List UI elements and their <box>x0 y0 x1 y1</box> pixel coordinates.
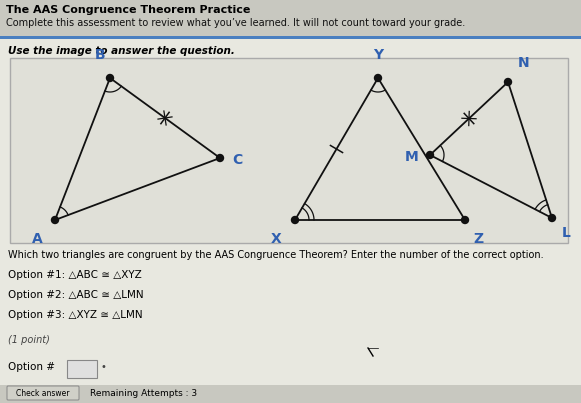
Bar <box>0 385 581 403</box>
Text: Which two triangles are congruent by the AAS Congruence Theorem? Enter the numbe: Which two triangles are congruent by the… <box>8 250 544 260</box>
Circle shape <box>292 216 299 224</box>
Circle shape <box>375 75 382 81</box>
Bar <box>0 36 581 39</box>
Text: M: M <box>404 150 418 164</box>
Text: A: A <box>33 232 43 246</box>
Bar <box>0 0 581 42</box>
FancyBboxPatch shape <box>7 386 79 400</box>
Circle shape <box>504 79 511 85</box>
Text: Z: Z <box>473 232 483 246</box>
Circle shape <box>461 216 468 224</box>
Text: Remaining Attempts : 3: Remaining Attempts : 3 <box>90 388 197 397</box>
Circle shape <box>426 152 433 158</box>
Text: Option #2: △ABC ≅ △LMN: Option #2: △ABC ≅ △LMN <box>8 290 144 300</box>
Text: Check answer: Check answer <box>16 388 70 397</box>
Text: Complete this assessment to review what you’ve learned. It will not count toward: Complete this assessment to review what … <box>6 18 465 28</box>
Text: L: L <box>562 226 571 240</box>
Text: Y: Y <box>373 48 383 62</box>
Text: N: N <box>518 56 530 70</box>
Text: Option #3: △XYZ ≅ △LMN: Option #3: △XYZ ≅ △LMN <box>8 310 142 320</box>
Circle shape <box>52 216 59 224</box>
Circle shape <box>106 75 113 81</box>
Text: The AAS Congruence Theorem Practice: The AAS Congruence Theorem Practice <box>6 5 250 15</box>
Text: X: X <box>270 232 281 246</box>
Text: •: • <box>100 362 106 372</box>
Text: Option #: Option # <box>8 362 55 372</box>
Text: C: C <box>232 153 242 167</box>
Circle shape <box>217 154 224 162</box>
Text: B: B <box>95 48 105 62</box>
FancyBboxPatch shape <box>10 58 568 243</box>
Text: (1 point): (1 point) <box>8 335 50 345</box>
Text: Option #1: △ABC ≅ △XYZ: Option #1: △ABC ≅ △XYZ <box>8 270 142 280</box>
Text: Use the image to answer the question.: Use the image to answer the question. <box>8 46 235 56</box>
FancyBboxPatch shape <box>67 360 97 378</box>
Circle shape <box>548 214 555 222</box>
